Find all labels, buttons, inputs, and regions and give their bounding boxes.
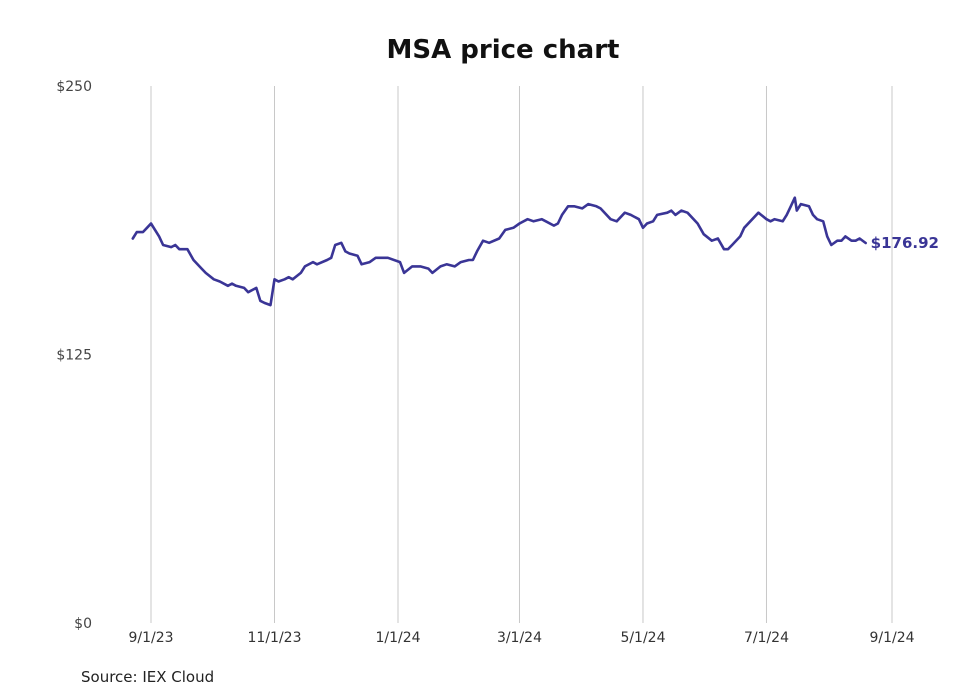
- last-price-label: $176.92: [871, 234, 939, 252]
- y-axis: $0 $125 $250: [56, 79, 92, 632]
- x-tick-label: 11/1/23: [248, 630, 302, 646]
- x-tick-label: 7/1/24: [744, 630, 789, 646]
- x-axis: 9/1/23 11/1/23 1/1/24 3/1/24 5/1/24 7/1/24 9/1…: [128, 630, 914, 646]
- chart-title: MSA price chart: [387, 35, 620, 65]
- y-tick-label: $125: [56, 348, 92, 364]
- x-tick-label: 3/1/24: [497, 630, 542, 646]
- x-tick-label: 5/1/24: [620, 630, 665, 646]
- x-tick-label: 9/1/23: [128, 630, 173, 646]
- y-tick-label: $0: [74, 616, 92, 632]
- y-tick-label: $250: [56, 79, 92, 95]
- source-note: Source: IEX Cloud: [81, 668, 215, 686]
- x-tick-label: 1/1/24: [375, 630, 420, 646]
- price-line: [131, 196, 867, 307]
- grid-lines: [150, 86, 893, 623]
- x-tick-label: 9/1/24: [869, 630, 914, 646]
